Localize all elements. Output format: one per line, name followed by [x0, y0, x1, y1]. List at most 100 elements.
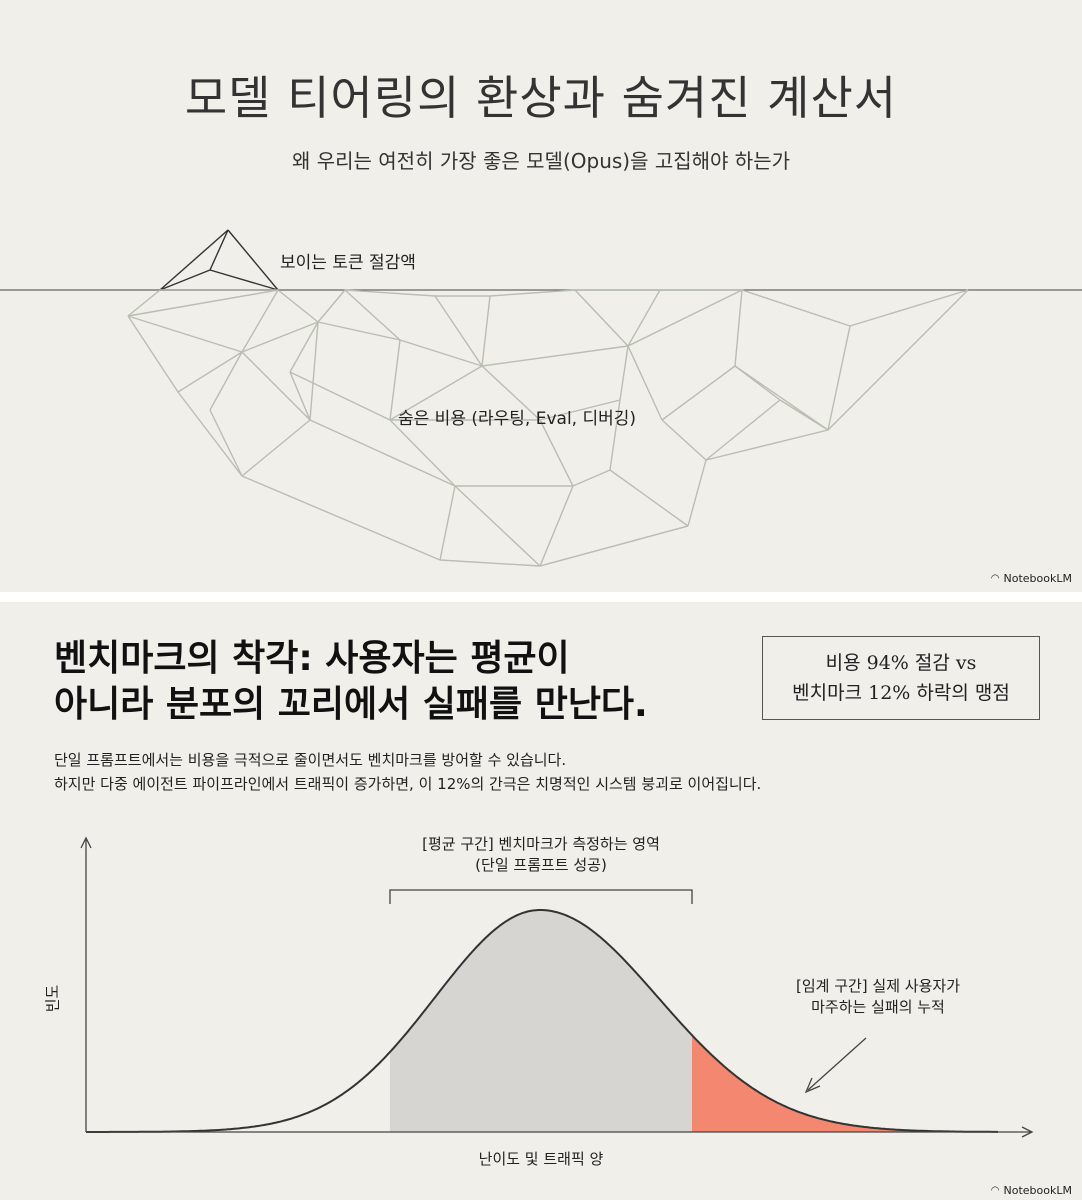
iceberg-mesh-edge: [481, 345, 629, 367]
iceberg-mesh-edge: [705, 399, 781, 461]
iceberg-mesh-edge: [741, 289, 851, 327]
iceberg-mesh-edge: [439, 559, 541, 567]
iceberg-mesh-edge: [309, 419, 456, 487]
iceberg-mesh-edge: [389, 365, 483, 421]
iceberg-mesh-edge: [734, 365, 781, 401]
iceberg-mesh-edge: [241, 351, 311, 421]
iceberg-mesh-edge: [309, 321, 319, 421]
iceberg-mesh-edge: [619, 345, 629, 401]
iceberg-mesh-edge: [539, 525, 689, 567]
description-line-2: 하지만 다중 에이전트 파이프라인에서 트래픽이 증가하면, 이 12%의 간극…: [54, 775, 762, 793]
notebooklm-logo-icon: ◠: [990, 1185, 1000, 1196]
iceberg-mesh-edge: [539, 399, 621, 421]
iceberg-mesh-edge: [241, 419, 311, 477]
iceberg-mesh-edge: [827, 325, 851, 431]
iceberg-mesh-edge: [177, 391, 243, 477]
tail-label-line-2: 마주하는 실패의 누적: [811, 998, 945, 1016]
slide-title: 모델 티어링의 환상과 숨겨진 계산서: [184, 71, 898, 125]
iceberg-mesh-edge: [481, 295, 491, 367]
mean-bracket: [389, 889, 693, 904]
tail-region-fill: [692, 1035, 998, 1132]
iceberg-mesh-edge: [317, 321, 401, 341]
iceberg-slide: 모델 티어링의 환상과 숨겨진 계산서 왜 우리는 여전히 가장 좋은 모델(O…: [0, 0, 1082, 592]
iceberg-diagram: [0, 229, 1082, 567]
iceberg-mesh-edge: [344, 289, 436, 297]
title-line-1: 벤치마크의 착각: 사용자는 평균이: [54, 638, 570, 679]
iceberg-mesh-edge: [127, 289, 279, 317]
callout-line-2: 벤치마크 12% 하락의 맹점: [792, 682, 1010, 704]
key-takeaway-box: 비용 94% 절감 vs 벤치마크 12% 하락의 맹점: [762, 636, 1040, 720]
iceberg-mesh-edge: [661, 365, 736, 421]
mean-region-label: [평균 구간] 벤치마크가 측정하는 영역 (단일 프롬프트 성공): [390, 834, 692, 876]
iceberg-mesh-edge: [209, 351, 243, 411]
iceberg-mesh-edge: [609, 469, 689, 527]
iceberg-mesh-edge: [241, 475, 441, 561]
brand-text: NotebookLM: [1003, 572, 1072, 585]
iceberg-mesh-edge: [574, 289, 629, 347]
iceberg-tip-edge: [209, 269, 279, 291]
iceberg-mesh-edge: [734, 289, 743, 367]
title-line-2: 아니라 분포의 꼬리에서 실패를 만난다.: [54, 684, 648, 725]
iceberg-mesh-edge: [539, 485, 574, 567]
iceberg-mesh-edge: [177, 351, 243, 393]
iceberg-mesh-edge: [277, 289, 319, 323]
x-axis-arrow-icon: [1021, 1126, 1034, 1138]
iceberg-mesh-edge: [849, 289, 969, 327]
iceberg-mesh-edge: [627, 345, 663, 421]
iceberg-mesh-edge: [127, 315, 179, 393]
iceberg-mesh-edge: [209, 409, 243, 477]
slide-description: 단일 프롬프트에서는 비용을 극적으로 줄이면서도 벤치마크를 방어할 수 있습…: [54, 748, 761, 796]
iceberg-tip-edge: [159, 229, 229, 291]
mean-label-line-1: [평균 구간] 벤치마크가 측정하는 영역: [422, 835, 660, 853]
iceberg-mesh-edge: [734, 365, 829, 431]
distribution-curve: [86, 909, 998, 1133]
iceberg-mesh-edge: [489, 289, 576, 297]
iceberg-mesh-edge: [344, 289, 401, 341]
slide-subtitle: 왜 우리는 여전히 가장 좋은 모델(Opus)을 고집해야 하는가: [291, 149, 791, 173]
iceberg-mesh-edge: [827, 289, 969, 431]
iceberg-mesh-edge: [705, 429, 829, 461]
iceberg-mesh-edge: [434, 295, 483, 367]
iceberg-mesh-edge: [127, 315, 243, 353]
iceberg-mesh-edge: [539, 419, 574, 487]
tail-label-line-1: [임계 구간] 실제 사용자가: [795, 977, 960, 995]
iceberg-submerged-mesh: [127, 289, 969, 567]
iceberg-mesh-edge: [241, 289, 279, 353]
iceberg-mesh-edge: [389, 339, 401, 421]
iceberg-mesh-edge: [454, 485, 541, 567]
callout-line-1: 비용 94% 절감 vs: [825, 652, 977, 674]
iceberg-mesh-edge: [779, 399, 829, 431]
brand-watermark: ◠ NotebookLM: [991, 1184, 1072, 1197]
y-axis-label: 빈도: [43, 984, 62, 1013]
iceberg-mesh-edge: [399, 339, 483, 367]
iceberg-mesh-edge: [389, 419, 456, 487]
brand-text: NotebookLM: [1003, 1184, 1072, 1197]
iceberg-tip-edge: [227, 229, 279, 291]
iceberg-mesh-edge: [289, 321, 319, 373]
slide-title: 벤치마크의 착각: 사용자는 평균이 아니라 분포의 꼬리에서 실패를 만난다.: [54, 636, 648, 728]
y-axis-arrow-icon: [80, 836, 92, 849]
iceberg-mesh-edge: [661, 419, 707, 461]
iceberg-mesh-edge: [289, 371, 311, 421]
tail-pointer-arrow-head-icon: [804, 1077, 821, 1094]
distribution-chart: [80, 836, 1034, 1138]
iceberg-mesh-edge: [481, 365, 541, 421]
iceberg-mesh-edge: [572, 469, 611, 487]
iceberg-mesh-edge: [687, 459, 707, 527]
iceberg-tip-edge: [209, 229, 229, 271]
tail-pointer-arrow: [807, 1037, 867, 1091]
iceberg-mesh-edge: [627, 289, 743, 347]
distribution-slide: 벤치마크의 착각: 사용자는 평균이 아니라 분포의 꼬리에서 실패를 만난다.…: [0, 602, 1082, 1200]
iceberg-mesh-edge: [127, 289, 161, 317]
iceberg-mesh-edge: [241, 321, 319, 353]
brand-watermark: ◠ NotebookLM: [991, 572, 1072, 585]
iceberg-mesh-edge: [289, 371, 391, 421]
x-axis-label: 난이도 및 트래픽 양: [478, 1150, 604, 1168]
iceberg-mesh-edge: [317, 289, 346, 323]
iceberg-mesh-edge: [609, 399, 621, 471]
description-line-1: 단일 프롬프트에서는 비용을 극적으로 줄이면서도 벤치마크를 방어할 수 있습…: [54, 751, 567, 769]
hidden-cost-label: 숨은 비용 (라우팅, Eval, 디버깅): [398, 409, 637, 429]
visible-savings-label: 보이는 토큰 절감액: [280, 253, 416, 273]
iceberg-tip-edge: [159, 269, 211, 291]
notebooklm-logo-icon: ◠: [990, 573, 1000, 584]
